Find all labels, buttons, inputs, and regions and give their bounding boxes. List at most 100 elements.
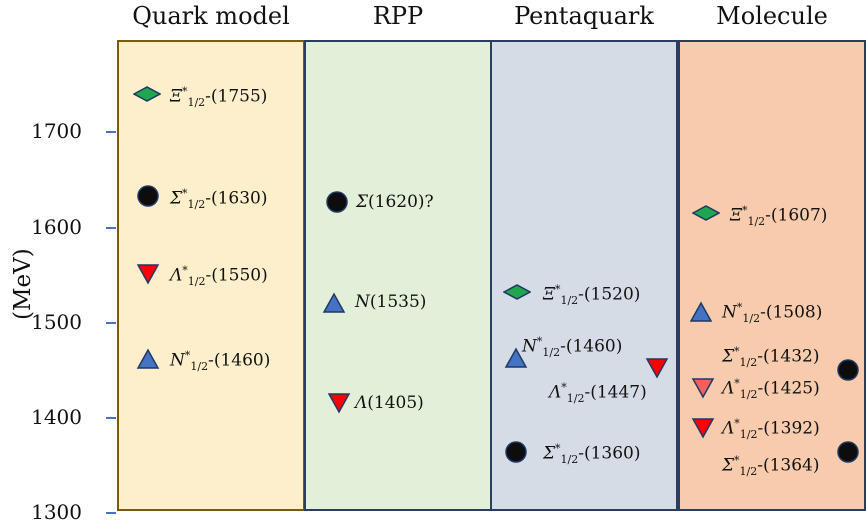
symbol: Σ [170,188,183,209]
star: * [554,283,561,296]
star: * [184,349,191,362]
diamond-marker-icon [503,284,531,300]
state-label-pq-n: N*1/2-(1460) [522,336,622,358]
mass: (1405) [367,393,424,413]
tick-1600 [106,227,116,229]
spin: 1/2 [742,312,761,326]
symbol: Ξ [170,86,182,107]
triangle-up-marker-icon [136,348,160,369]
star: * [536,335,543,348]
mass: -(1364) [757,455,820,476]
mass: -(1425) [757,378,820,399]
spin: 1/2 [187,275,206,289]
spin: 1/2 [187,198,206,212]
tick-1500 [106,322,116,324]
mass: (1535) [369,292,427,312]
spin: 1/2 [739,356,758,370]
tick-label-1300: 1300 [31,500,82,524]
symbol: Σ [722,455,735,476]
state-label-mol-sigma-1432: Σ*1/2-(1432) [722,346,820,368]
spin: 1/2 [190,360,209,374]
panel-molecule [678,40,866,511]
star: * [734,345,740,358]
triangle-down-marker-icon [136,264,160,285]
symbol: Λ [549,382,562,403]
triangle-down-marker-icon [691,418,715,439]
mass: -(1460) [560,336,623,357]
symbol: Ξ [730,205,742,226]
circle-marker-icon [505,441,527,463]
mass: -(1447) [584,382,647,403]
state-label-mol-sigma-1364: Σ*1/2-(1364) [722,455,820,477]
tick-label-1600: 1600 [31,215,82,239]
column-title-quark-model: Quark model [132,2,290,30]
spin: 1/2 [187,96,206,110]
symbol: N [722,302,737,323]
symbol: N [170,350,185,371]
triangle-down-marker-icon [327,393,351,414]
star: * [555,442,561,455]
mass: -(1508) [760,302,823,323]
star: * [181,85,188,98]
tick-label-1400: 1400 [31,405,82,429]
symbol: N [522,336,537,357]
star: * [736,301,743,314]
triangle-down-marker-icon [691,378,715,399]
symbol: Σ [543,443,556,464]
spin: 1/2 [542,346,561,360]
tick-label-1700: 1700 [31,119,82,143]
star: * [182,264,188,277]
mass: -(1607) [765,205,828,226]
symbol: Λ [170,265,183,286]
symbol: N [355,292,370,312]
diamond-marker-icon [133,86,161,102]
state-label-rpp-n: N(1535) [355,294,426,311]
mass: -(1520) [578,284,641,305]
spin: 1/2 [560,453,579,467]
column-title-pentaquark: Pentaquark [514,2,654,30]
star: * [561,381,567,394]
state-label-qm-lambda: Λ*1/2-(1550) [170,265,268,287]
tick-1700 [106,131,116,133]
spin: 1/2 [739,388,758,402]
state-label-pq-sigma: Σ*1/2-(1360) [543,443,641,465]
spin: 1/2 [739,428,758,442]
mass: -(1755) [205,86,268,107]
state-label-rpp-sigma: Σ(1620)? [356,194,434,211]
circle-marker-icon [326,191,348,213]
state-label-rpp-lambda: Λ(1405) [355,395,424,412]
star: * [734,377,740,390]
mass: -(1630) [205,188,268,209]
column-title-rpp: RPP [372,2,424,30]
tick-1400 [106,417,116,419]
mass: -(1392) [757,418,820,439]
symbol: Σ [722,346,735,367]
triangle-down-marker-icon [645,358,669,379]
mass: -(1460) [208,350,271,371]
mass: -(1360) [578,443,641,464]
symbol: Λ [355,393,368,413]
state-label-qm-xi: Ξ*1/2-(1755) [170,86,267,108]
column-title-molecule: Molecule [716,2,828,30]
triangle-up-marker-icon [504,347,528,368]
tick-1300 [106,512,116,514]
state-label-mol-xi: Ξ*1/2-(1607) [730,205,827,227]
mass: -(1550) [205,265,268,286]
star: * [734,417,740,430]
panel-rpp [304,40,492,511]
symbol: Σ [356,192,369,212]
state-label-mol-lambda-1425: Λ*1/2-(1425) [722,378,820,400]
tick-label-1500: 1500 [31,310,82,334]
state-label-qm-sigma: Σ*1/2-(1630) [170,188,268,210]
mass: (1620)? [368,192,434,212]
state-label-qm-n: N*1/2-(1460) [170,350,270,372]
state-label-pq-lambda: Λ*1/2-(1447) [549,382,647,404]
circle-marker-icon [137,185,159,207]
symbol: Ξ [543,284,555,305]
spin: 1/2 [566,392,585,406]
star: * [741,204,748,217]
spin: 1/2 [739,465,758,479]
star: * [734,454,740,467]
symbol: Λ [722,378,735,399]
triangle-up-marker-icon [322,292,346,313]
